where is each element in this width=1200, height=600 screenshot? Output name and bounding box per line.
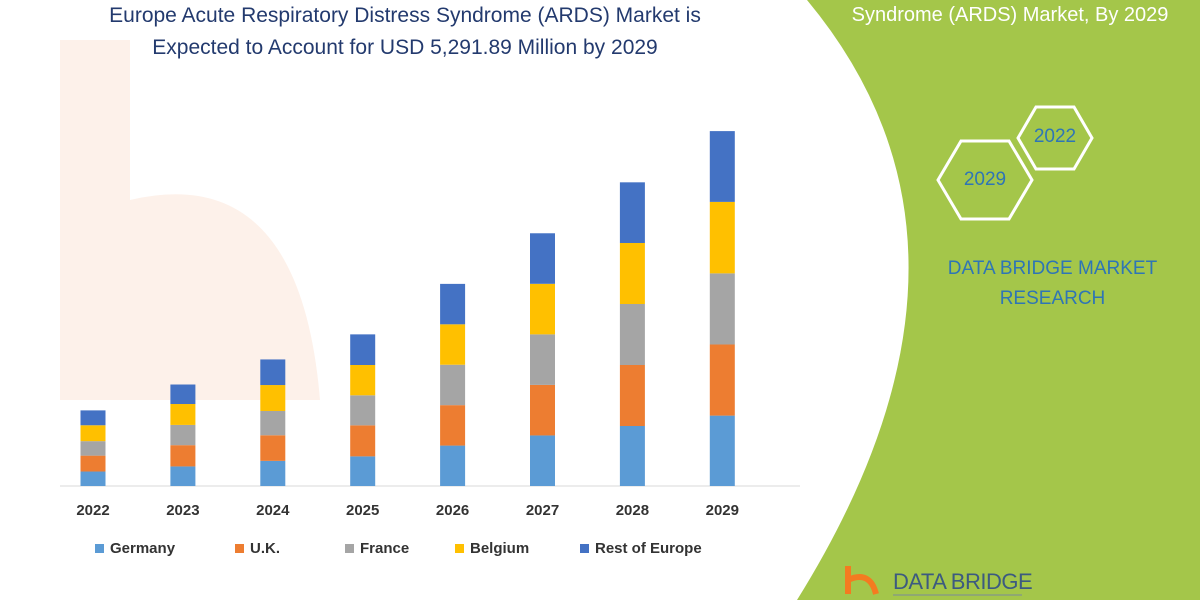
x-tick-label: 2024	[256, 502, 290, 519]
brand-line-1: DATA BRIDGE MARKET	[947, 258, 1158, 279]
title-line-2: Expected to Account for USD 5,291.89 Mil…	[152, 36, 658, 59]
legend-swatch	[235, 544, 244, 553]
bar-2022-rest-of-europe	[80, 410, 106, 426]
legend-label: Rest of Europe	[595, 540, 702, 557]
green-side-panel	[797, 0, 1200, 600]
logo-icon	[845, 566, 879, 595]
bar-2029-rest-of-europe	[709, 131, 735, 202]
bar-2029-belgium	[709, 201, 735, 274]
legend-swatch	[95, 544, 104, 553]
bar-2029-france	[709, 273, 735, 345]
side-heading: Syndrome (ARDS) Market, By 2029	[851, 4, 1169, 26]
chart-title: Europe Acute Respiratory Distress Syndro…	[0, 0, 810, 64]
bar-2028-germany	[619, 426, 645, 486]
bar-2029-germany	[709, 415, 735, 486]
bar-2026-germany	[440, 445, 466, 486]
bar-2028-rest-of-europe	[619, 182, 645, 243]
title-line-1: Europe Acute Respiratory Distress Syndro…	[109, 4, 701, 27]
legend-swatch	[580, 544, 589, 553]
hex-year-2029: 2029	[963, 169, 1007, 190]
bar-2024-germany	[260, 460, 286, 486]
bar-2027-rest-of-europe	[530, 233, 555, 284]
bar-2022-u-k-	[80, 455, 106, 472]
x-tick-label: 2028	[615, 502, 650, 519]
bar-2023-rest-of-europe	[170, 384, 196, 405]
legend-item: U.K.	[235, 540, 345, 557]
bar-2029-u-k-	[709, 344, 735, 416]
bar-2026-france	[440, 364, 466, 406]
bar-2025-germany	[350, 456, 376, 486]
x-tick-label: 2022	[76, 502, 110, 519]
brand-text: DATA BRIDGE MARKET RESEARCH	[915, 254, 1190, 314]
x-tick-label: 2023	[166, 502, 200, 519]
bar-2028-u-k-	[619, 364, 645, 427]
bar-2026-rest-of-europe	[440, 283, 466, 325]
bar-2025-france	[350, 395, 376, 426]
bar-2024-rest-of-europe	[260, 359, 286, 386]
bar-2025-u-k-	[350, 425, 376, 457]
bar-2028-france	[619, 303, 645, 365]
bar-2022-belgium	[80, 425, 106, 442]
legend-label: Belgium	[470, 540, 530, 557]
legend-label: Germany	[110, 540, 176, 557]
legend-item: Germany	[95, 540, 235, 557]
legend-label: France	[360, 540, 410, 557]
bar-2027-u-k-	[530, 384, 555, 436]
legend-swatch	[455, 544, 464, 553]
bar-2027-france	[530, 334, 555, 385]
x-tick-label: 2026	[435, 502, 470, 519]
bar-2024-france	[260, 410, 286, 436]
bar-2022-germany	[80, 471, 106, 486]
bar-2028-belgium	[619, 242, 645, 304]
bar-2025-belgium	[350, 364, 376, 396]
legend: Germany U.K. France Belgium Rest of Europe	[95, 540, 740, 557]
hex-year-2022: 2022	[1033, 126, 1077, 147]
hexagon-2022	[1016, 105, 1094, 171]
bars-group	[80, 131, 735, 486]
x-tick-label: 2029	[705, 502, 739, 519]
x-tick-label: 2027	[525, 502, 560, 519]
legend-item: France	[345, 540, 455, 557]
legend-label: U.K.	[250, 540, 280, 557]
bar-2025-rest-of-europe	[350, 334, 376, 365]
bar-2027-belgium	[530, 283, 555, 335]
x-tick-label: 2025	[346, 502, 380, 519]
bar-2022-france	[80, 441, 106, 456]
bar-2023-belgium	[170, 404, 196, 425]
bar-2024-u-k-	[260, 435, 286, 461]
bar-2023-germany	[170, 466, 196, 486]
bar-2023-u-k-	[170, 445, 196, 467]
bar-2024-belgium	[260, 385, 286, 411]
hexagon-2029	[936, 139, 1034, 221]
watermark-logo	[60, 40, 320, 400]
bar-2026-u-k-	[440, 405, 466, 446]
logo-text: DATA BRIDGE	[893, 569, 1033, 594]
brand-line-2: RESEARCH	[999, 288, 1106, 309]
legend-item: Belgium	[455, 540, 580, 557]
bar-2026-belgium	[440, 324, 466, 365]
bar-2027-germany	[530, 435, 555, 486]
bar-2023-france	[170, 424, 196, 446]
legend-item: Rest of Europe	[580, 540, 740, 557]
legend-swatch	[345, 544, 354, 553]
